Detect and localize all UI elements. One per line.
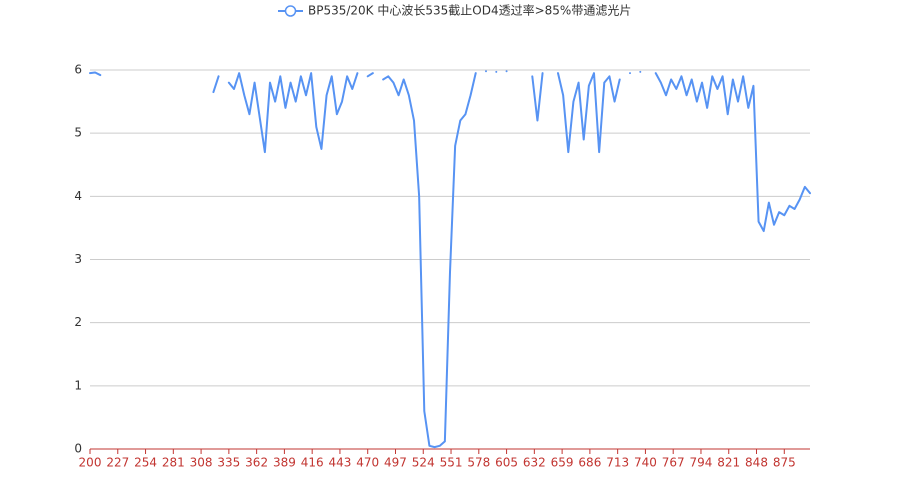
- x-tick-label: 254: [134, 456, 157, 470]
- y-tick-label: 4: [74, 189, 82, 203]
- x-tick-label: 443: [328, 456, 351, 470]
- legend-label[interactable]: BP535/20K 中心波长535截止OD4透过率>85%带通滤光片: [308, 3, 631, 18]
- y-tick-label: 1: [74, 378, 82, 392]
- data-line: [89, 70, 811, 449]
- x-tick-label: 551: [440, 456, 463, 470]
- x-tick-label: 821: [717, 456, 740, 470]
- x-tick-label: 389: [273, 456, 296, 470]
- x-tick-label: 659: [551, 456, 574, 470]
- x-tick-label: 686: [578, 456, 601, 470]
- x-tick-label: 740: [634, 456, 657, 470]
- x-tick-label: 497: [384, 456, 407, 470]
- x-tick-label: 524: [412, 456, 435, 470]
- x-tick-label: 335: [217, 456, 240, 470]
- x-tick-label: 470: [356, 456, 379, 470]
- y-tick-label: 2: [74, 315, 82, 329]
- x-tick-label: 308: [190, 456, 213, 470]
- x-tick-label: 200: [79, 456, 102, 470]
- y-tick-label: 0: [74, 442, 82, 456]
- x-tick-label: 416: [301, 456, 324, 470]
- y-tick-label: 5: [74, 126, 82, 140]
- y-tick-label: 6: [74, 63, 82, 77]
- x-tick-label: 281: [162, 456, 185, 470]
- x-tick-label: 227: [106, 456, 129, 470]
- x-tick-label: 713: [606, 456, 629, 470]
- y-tick-label: 3: [74, 252, 82, 266]
- x-tick-label: 605: [495, 456, 518, 470]
- x-tick-label: 848: [745, 456, 768, 470]
- x-tick-label: 578: [467, 456, 490, 470]
- x-tick-label: 794: [690, 456, 713, 470]
- x-tick-label: 875: [773, 456, 796, 470]
- legend-symbol[interactable]: [284, 5, 297, 17]
- x-tick-label: 767: [662, 456, 685, 470]
- x-tick-label: 632: [523, 456, 546, 470]
- x-tick-label: 362: [245, 456, 268, 470]
